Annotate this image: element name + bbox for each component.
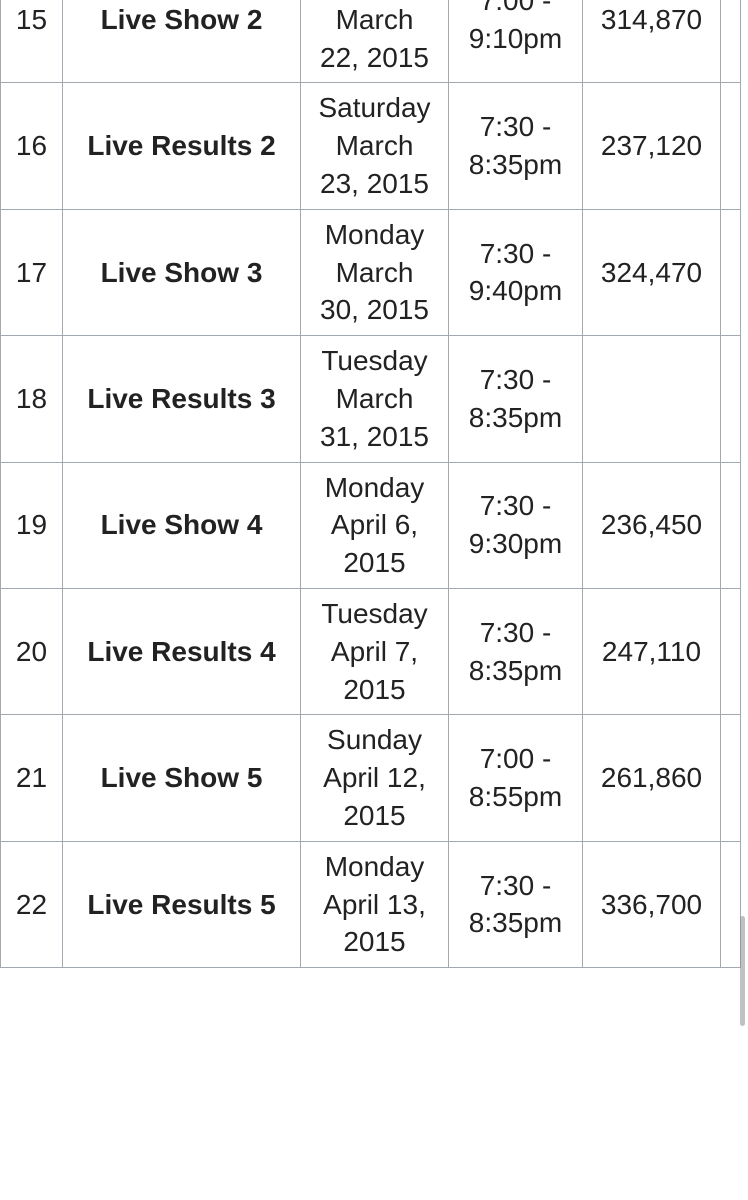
trailing-cell	[721, 588, 741, 714]
scroll-indicator[interactable]	[740, 916, 745, 1026]
date-line: April 12,	[323, 762, 426, 793]
date-line: 2015	[343, 547, 405, 578]
episode-number: 16	[1, 83, 63, 209]
date-line: 31, 2015	[320, 421, 429, 452]
time-line: 8:35pm	[469, 907, 562, 938]
episode-timeslot: 7:30 - 8:35pm	[449, 336, 583, 462]
date-line: March	[336, 130, 414, 161]
episode-title: Live Show 3	[63, 209, 301, 335]
time-line: 9:10pm	[469, 23, 562, 54]
trailing-cell	[721, 462, 741, 588]
episode-title: Live Show 4	[63, 462, 301, 588]
episode-date: Monday April 6, 2015	[301, 462, 449, 588]
episode-viewers: 324,470	[583, 209, 721, 335]
episode-timeslot: 7:00 - 9:10pm	[449, 0, 583, 83]
date-line: Sunday	[327, 724, 422, 755]
trailing-cell	[721, 715, 741, 841]
time-line: 8:35pm	[469, 149, 562, 180]
table-row[interactable]: 22Live Results 5 Monday April 13, 2015 7:30 …	[1, 841, 741, 967]
episodes-tbody: 15Live Show 2FridayMarch22, 20157:00 -9:…	[1, 0, 741, 968]
time-line: 9:40pm	[469, 275, 562, 306]
episode-viewers: 314,870	[583, 0, 721, 83]
episode-title: Live Show 5	[63, 715, 301, 841]
episodes-table-wrap: 15Live Show 2FridayMarch22, 20157:00 -9:…	[0, 0, 748, 968]
episode-title: Live Results 4	[63, 588, 301, 714]
episode-viewers: 247,110	[583, 588, 721, 714]
time-line: 8:55pm	[469, 781, 562, 812]
date-line: March	[336, 4, 414, 35]
date-line: March	[336, 383, 414, 414]
episode-number: 22	[1, 841, 63, 967]
episode-title: Live Results 3	[63, 336, 301, 462]
episode-timeslot: 7:30 - 9:40pm	[449, 209, 583, 335]
date-line: Saturday	[318, 92, 430, 123]
date-line: March	[336, 257, 414, 288]
time-line: 7:30 -	[480, 364, 552, 395]
episode-number: 19	[1, 462, 63, 588]
date-line: 2015	[343, 800, 405, 831]
episode-date: Monday April 13, 2015	[301, 841, 449, 967]
date-line: 2015	[343, 926, 405, 957]
time-line: 7:30 -	[480, 870, 552, 901]
episode-viewers: 237,120	[583, 83, 721, 209]
time-line: 8:35pm	[469, 402, 562, 433]
time-line: 7:00 -	[480, 0, 552, 16]
trailing-cell	[721, 83, 741, 209]
table-row[interactable]: 19Live Show 4 Monday April 6, 2015 7:30 - 9:3…	[1, 462, 741, 588]
time-line: 7:30 -	[480, 617, 552, 648]
date-line: April 6,	[331, 509, 418, 540]
table-row[interactable]: 20Live Results 4 Tuesday April 7, 2015 7:30 …	[1, 588, 741, 714]
episode-timeslot: 7:30 - 9:30pm	[449, 462, 583, 588]
trailing-cell	[721, 336, 741, 462]
episode-date: FridayMarch22, 2015	[301, 0, 449, 83]
date-line: April 13,	[323, 889, 426, 920]
date-line: Monday	[325, 851, 425, 882]
episode-viewers: 261,860	[583, 715, 721, 841]
time-line: 7:30 -	[480, 111, 552, 142]
table-row[interactable]: 15Live Show 2FridayMarch22, 20157:00 -9:…	[1, 0, 741, 83]
episode-viewers: 236,450	[583, 462, 721, 588]
trailing-cell	[721, 841, 741, 967]
episode-timeslot: 7:30 - 8:35pm	[449, 588, 583, 714]
date-line: Monday	[325, 219, 425, 250]
time-line: 8:35pm	[469, 655, 562, 686]
episode-date: Sunday April 12, 2015	[301, 715, 449, 841]
episode-number: 20	[1, 588, 63, 714]
episode-date: Monday March 30, 2015	[301, 209, 449, 335]
date-line: Monday	[325, 472, 425, 503]
episode-number: 17	[1, 209, 63, 335]
date-line: April 7,	[331, 636, 418, 667]
table-row[interactable]: 16Live Results 2 Saturday March 23, 2015 7:3…	[1, 83, 741, 209]
episode-timeslot: 7:30 - 8:35pm	[449, 841, 583, 967]
date-line: Tuesday	[321, 598, 427, 629]
episode-timeslot: 7:00 - 8:55pm	[449, 715, 583, 841]
episode-title: Live Results 2	[63, 83, 301, 209]
episode-number: 15	[1, 0, 63, 83]
episode-viewers: 336,700	[583, 841, 721, 967]
trailing-cell	[721, 209, 741, 335]
date-line: Tuesday	[321, 345, 427, 376]
episode-date: Tuesday March 31, 2015	[301, 336, 449, 462]
episode-date: Tuesday April 7, 2015	[301, 588, 449, 714]
table-row[interactable]: 17Live Show 3 Monday March 30, 2015 7:30 - 9:…	[1, 209, 741, 335]
time-line: 9:30pm	[469, 528, 562, 559]
episode-title: Live Results 5	[63, 841, 301, 967]
episode-viewers	[583, 336, 721, 462]
time-line: 7:30 -	[480, 490, 552, 521]
date-line: 30, 2015	[320, 294, 429, 325]
episode-title: Live Show 2	[63, 0, 301, 83]
table-row[interactable]: 18Live Results 3 Tuesday March 31, 2015 7:30…	[1, 336, 741, 462]
episodes-table[interactable]: 15Live Show 2FridayMarch22, 20157:00 -9:…	[0, 0, 741, 968]
episode-date: Saturday March 23, 2015	[301, 83, 449, 209]
date-line: 2015	[343, 674, 405, 705]
date-line: 22, 2015	[320, 42, 429, 73]
date-line: 23, 2015	[320, 168, 429, 199]
episode-number: 18	[1, 336, 63, 462]
time-line: 7:30 -	[480, 238, 552, 269]
episode-number: 21	[1, 715, 63, 841]
trailing-cell	[721, 0, 741, 83]
episode-timeslot: 7:30 - 8:35pm	[449, 83, 583, 209]
table-row[interactable]: 21Live Show 5 Sunday April 12, 2015 7:00 - 8:…	[1, 715, 741, 841]
time-line: 7:00 -	[480, 743, 552, 774]
